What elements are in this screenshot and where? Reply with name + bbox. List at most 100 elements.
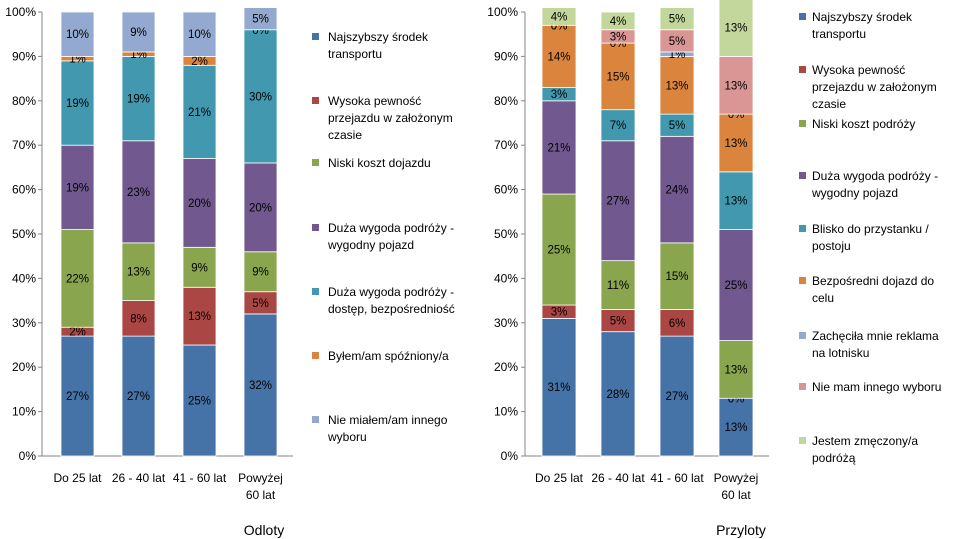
przyloty-chart-title: Przyloty (716, 522, 766, 538)
przyloty-legend-label: Jestem zmęczony/a (812, 434, 918, 448)
odloty-y-tick-label: 90% (12, 49, 36, 63)
przyloty-bar-jestem-zmeczony-a-podroza-3 (659, 7, 695, 31)
odloty-data-label: 19% (66, 182, 89, 194)
przyloty-legend-label: Najszybszy środek (812, 10, 913, 24)
przyloty-legend-swatch-niski-koszt-podrozy (799, 120, 806, 127)
odloty-legend-label: dostęp, bezpośredniość (328, 302, 455, 316)
przyloty-legend-label: Bezpośredni dojazd do (812, 274, 934, 288)
przyloty-data-label: 5% (669, 120, 686, 132)
odloty-data-label: 2% (69, 327, 86, 339)
przyloty-data-label: 13% (665, 80, 688, 92)
odloty-bar-niski-koszt-dojazdu-2 (121, 242, 156, 302)
przyloty-data-label: 13% (724, 364, 747, 376)
przyloty-y-tick-label: 30% (494, 316, 518, 330)
przyloty-y-tick-label: 50% (494, 227, 518, 241)
odloty-chart-title: Odloty (244, 522, 284, 538)
przyloty-data-label: 21% (547, 142, 570, 154)
przyloty-bar-jestem-zmeczony-a-podroza-4 (718, 0, 754, 57)
przyloty-data-label: 15% (665, 271, 688, 283)
przyloty-legend-label: podróżą (812, 451, 856, 465)
odloty-data-label: 21% (188, 107, 211, 119)
przyloty-data-label: 24% (665, 185, 688, 197)
odloty-data-label: 20% (249, 202, 272, 214)
odloty-legend-label: Duża wygoda podróży - (328, 221, 454, 235)
odloty-data-label: 10% (66, 29, 89, 41)
przyloty-legend-swatch-jestem-zmeczony-a-podroza (799, 437, 806, 444)
przyloty-bar-bezposredni-dojazd-do-celu-4 (718, 113, 754, 173)
odloty-data-label: 32% (249, 380, 272, 392)
przyloty-data-label: 14% (547, 51, 570, 63)
odloty-bar-wysoka-pewnosc-przejazdu-w-zalozonym-czasie-2 (121, 300, 156, 337)
odloty-data-label: 30% (249, 91, 272, 103)
przyloty-legend-label: Nie mam innego wyboru (812, 380, 941, 394)
przyloty-data-label: 4% (610, 16, 627, 28)
przyloty-legend-swatch-wysoka-pewnosc-przejazdu-w-zalozonym-czasie (799, 66, 806, 73)
przyloty-bar-najszybszy-srodek-transportu-4 (718, 397, 754, 457)
przyloty-legend-label: Zachęciła mnie reklama (812, 329, 939, 343)
odloty-y-tick-label: 100% (5, 5, 36, 19)
przyloty-data-label: 27% (606, 196, 629, 208)
odloty-bar-duza-wygoda-podrozy-dostep-bezposredniosc-4 (243, 29, 278, 164)
odloty-data-label: 27% (127, 391, 150, 403)
odloty-data-label: 8% (130, 313, 147, 325)
przyloty-legend-swatch-zachecila-mnie-reklama-na-lotnisku (799, 332, 806, 339)
przyloty-x-tick-label: Do 25 lat (535, 471, 584, 485)
odloty-x-tick-label: 60 lat (246, 488, 276, 502)
przyloty-data-label: 6% (669, 318, 686, 330)
odloty-y-tick-label: 10% (12, 405, 36, 419)
przyloty-y-tick-label: 60% (494, 183, 518, 197)
odloty-bar-duza-wygoda-podrozy-dostep-bezposredniosc-2 (121, 56, 156, 142)
przyloty-data-label: 13% (724, 23, 747, 35)
przyloty-data-label: 13% (724, 138, 747, 150)
przyloty-bar-duza-wygoda-podrozy-wygodny-pojazd-3 (659, 135, 695, 244)
odloty-legend-label: czasie (328, 128, 362, 142)
odloty-data-label: 25% (188, 396, 211, 408)
przyloty-x-tick-label: 41 - 60 lat (650, 471, 704, 485)
przyloty-data-label: 25% (547, 245, 570, 257)
odloty-bar-duza-wygoda-podrozy-wygodny-pojazd-2 (121, 140, 156, 244)
przyloty-data-label: 25% (724, 280, 747, 292)
przyloty-y-tick-label: 0% (501, 449, 519, 463)
odloty-legend-label: Byłem/am spóźniony/a (328, 349, 449, 363)
przyloty-legend-label: przejazdu w założonym (812, 80, 937, 94)
odloty-data-label: 9% (130, 27, 147, 39)
odloty-bar-niski-koszt-dojazdu-3 (182, 246, 217, 288)
odloty-bar-najszybszy-srodek-transportu-3 (182, 344, 217, 457)
przyloty-bar-niski-koszt-podrozy-3 (659, 242, 695, 310)
odloty-x-tick-label: 41 - 60 lat (173, 471, 227, 485)
odloty-data-label: 5% (252, 14, 269, 26)
odloty-bar-nie-mialem-am-innego-wyboru-4 (243, 7, 278, 31)
przyloty-data-label: 5% (669, 14, 686, 26)
odloty-y-tick-label: 80% (12, 94, 36, 108)
przyloty-x-tick-label: 60 lat (721, 488, 751, 502)
odloty-data-label: 13% (127, 267, 150, 279)
przyloty-data-label: 28% (606, 389, 629, 401)
odloty-legend-label: Niski koszt dojazdu (328, 156, 431, 170)
odloty-legend-label: Nie miałem/am innego (328, 413, 448, 427)
przyloty-y-tick-label: 90% (494, 49, 518, 63)
przyloty-bar-bezposredni-dojazd-do-celu-3 (659, 56, 695, 115)
odloty-legend-label: wyboru (327, 430, 367, 444)
przyloty-data-label: 31% (547, 382, 570, 394)
odloty-data-label: 20% (188, 198, 211, 210)
odloty-legend-swatch-duza-wygoda-podrozy-wygodny-pojazd (312, 224, 319, 231)
przyloty-y-tick-label: 100% (487, 5, 518, 19)
odloty-bar-duza-wygoda-podrozy-dostep-bezposredniosc-1 (60, 60, 95, 146)
odloty-legend-label: Wysoka pewność (328, 94, 421, 108)
przyloty-bar-jestem-zmeczony-a-podroza-2 (600, 11, 636, 31)
przyloty-legend-label: postoju (812, 239, 851, 253)
odloty-y-tick-label: 70% (12, 138, 36, 152)
odloty-legend-swatch-najszybszy-srodek-transportu (312, 33, 319, 40)
odloty-chart: 0% 10% 20% 30% 40% 50% 60% 70% 80% 90% 100% 27% 2% 22… (5, 5, 454, 538)
przyloty-legend-swatch-bezposredni-dojazd-do-celu (799, 277, 806, 284)
przyloty-legend-swatch-blisko-do-przystanku-postoju (799, 225, 806, 232)
odloty-legend-label: przejazdu w założonym (328, 111, 453, 125)
odloty-y-tick-label: 40% (12, 271, 36, 285)
odloty-y-tick-label: 20% (12, 360, 36, 374)
odloty-bar-najszybszy-srodek-transportu-1 (60, 335, 95, 457)
przyloty-legend-label: celu (812, 291, 834, 305)
odloty-data-label: 19% (66, 98, 89, 110)
odloty-bar-najszybszy-srodek-transportu-2 (121, 335, 156, 457)
przyloty-y-tick-label: 10% (494, 405, 518, 419)
